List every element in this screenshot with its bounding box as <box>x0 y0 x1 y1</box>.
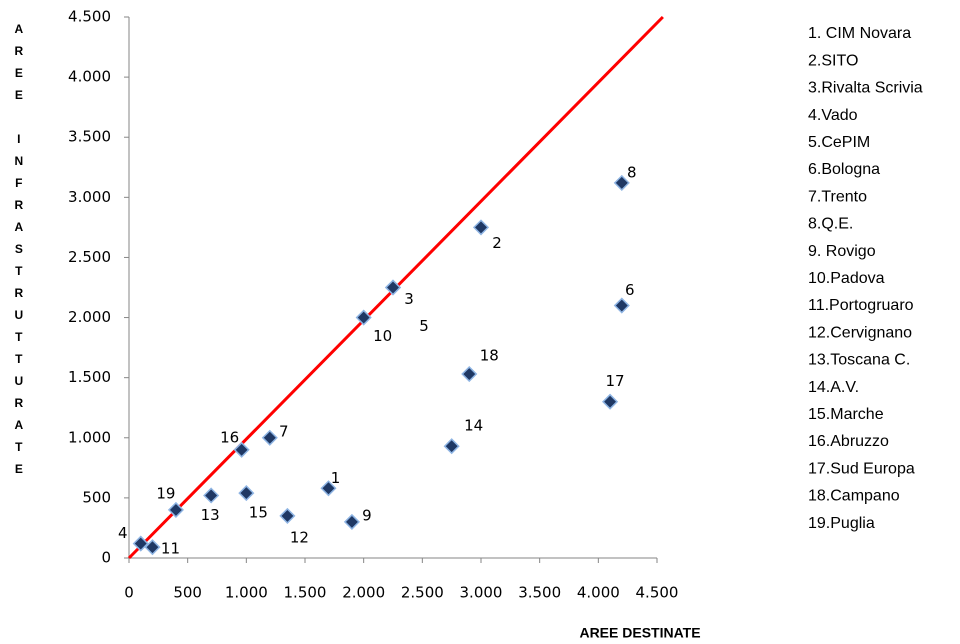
x-tick-label: 4.000 <box>577 584 620 602</box>
legend-item: 9. Rovigo <box>808 243 876 260</box>
x-tick-label: 500 <box>173 584 202 602</box>
point-label: 5 <box>419 317 429 335</box>
x-tick-label: 3.000 <box>460 584 503 602</box>
legend-item: 6.Bologna <box>808 161 880 178</box>
point-label: 6 <box>625 281 635 299</box>
point <box>279 507 296 524</box>
legend-item: 15.Marche <box>808 406 884 423</box>
point <box>343 513 360 530</box>
point <box>443 438 460 455</box>
point <box>203 487 220 504</box>
point <box>233 441 250 458</box>
point-label: 13 <box>201 506 220 524</box>
point-label: 2 <box>492 234 502 252</box>
point-label: 8 <box>627 163 637 181</box>
point <box>320 480 337 497</box>
x-axis-title: AREE DESTINATE <box>579 625 700 641</box>
legend-item: 5.CePIM <box>808 134 870 151</box>
legend-item: 4.Vado <box>808 107 858 124</box>
point <box>613 297 630 314</box>
legend-item: 11.Portogruaro <box>808 297 914 314</box>
point <box>461 365 478 383</box>
point-label: 10 <box>373 327 392 345</box>
point <box>602 393 619 410</box>
point <box>167 501 184 518</box>
y-tick-label: 4.000 <box>68 68 111 86</box>
point-label: 12 <box>290 528 309 546</box>
point-label: 18 <box>480 347 499 365</box>
y-tick-label: 4.500 <box>68 8 111 26</box>
legend-item: 14.A.V. <box>808 379 859 396</box>
point <box>238 485 255 502</box>
point <box>261 429 278 446</box>
x-tick-label: 3.500 <box>518 584 561 602</box>
point-label: 14 <box>464 417 483 435</box>
x-tick-label: 1.500 <box>284 584 327 602</box>
legend-item: 3.Rivalta Scrivia <box>808 80 923 97</box>
x-tick-label: 0 <box>124 584 134 602</box>
point <box>384 279 402 296</box>
y-tick-label: 3.000 <box>68 188 111 206</box>
point-label: 7 <box>279 422 289 440</box>
legend-item: 12.Cervignano <box>808 324 912 341</box>
point-label: 3 <box>404 290 414 308</box>
y-tick-label: 500 <box>82 488 111 506</box>
legend-item: 7.Trento <box>808 188 867 205</box>
point-label: 15 <box>249 504 268 522</box>
x-tick-label: 2.500 <box>401 584 444 602</box>
legend-item: 16.Abruzzo <box>808 433 889 450</box>
y-tick-label: 1.500 <box>68 368 111 386</box>
point-label: 4 <box>118 524 128 542</box>
legend-item: 17.Sud Europa <box>808 460 915 477</box>
x-tick-label: 2.000 <box>342 584 385 602</box>
point-label: 16 <box>220 428 239 446</box>
point-label: 19 <box>156 484 175 502</box>
x-tick-label: 1.000 <box>225 584 268 602</box>
point <box>132 535 149 552</box>
point <box>355 309 372 326</box>
y-axis-title: AREE INFRASTRUTTURATE <box>12 22 26 484</box>
y-tick-label: 3.500 <box>68 128 111 146</box>
point-label: 1 <box>331 469 341 487</box>
legend-item: 19.Puglia <box>808 515 875 532</box>
y-tick-label: 1.000 <box>68 428 111 446</box>
legend-item: 18.Campano <box>808 488 900 505</box>
point <box>472 219 490 236</box>
x-tick-label: 4.500 <box>636 584 679 602</box>
y-tick-label: 0 <box>101 549 111 567</box>
legend-item: 8.Q.E. <box>808 216 853 233</box>
point <box>144 539 161 556</box>
legend-item: 10.Padova <box>808 270 885 287</box>
point-label: 17 <box>606 372 625 390</box>
y-tick-label: 2.500 <box>68 248 111 266</box>
point-label: 11 <box>161 540 180 558</box>
point-label: 9 <box>362 506 372 524</box>
y-tick-label: 2.000 <box>68 308 111 326</box>
point <box>613 174 630 191</box>
legend-item: 2.SITO <box>808 52 858 69</box>
legend-item: 13.Toscana C. <box>808 352 910 369</box>
legend-item: 1. CIM Novara <box>808 25 911 42</box>
